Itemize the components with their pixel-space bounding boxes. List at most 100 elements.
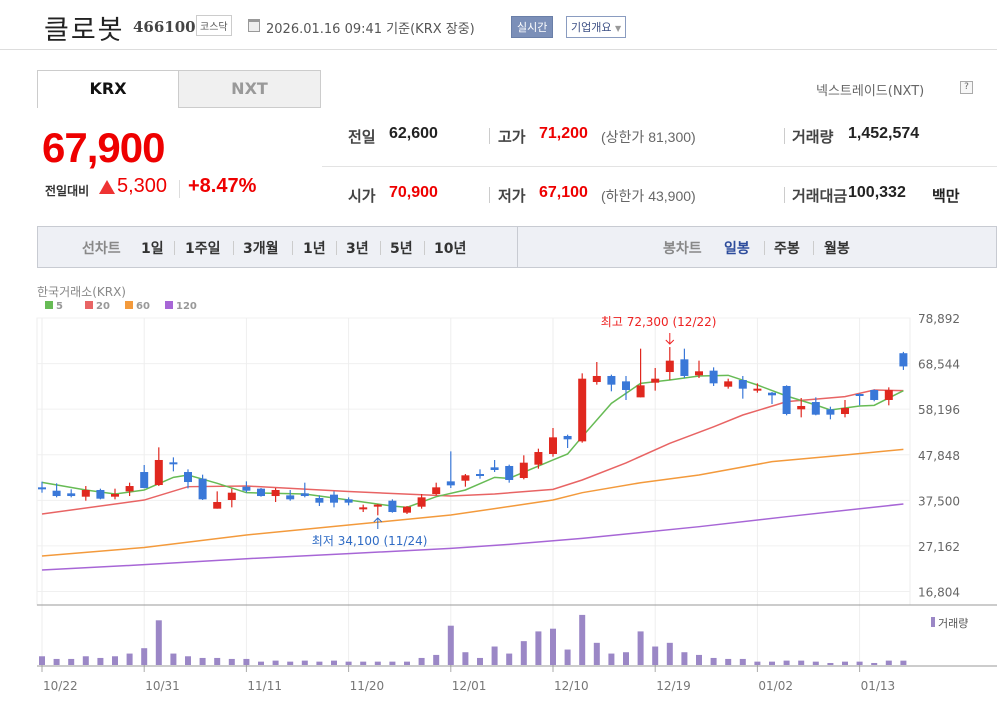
x-tick-label: 10/22 [43, 679, 78, 693]
legend-swatch-ma5 [45, 301, 53, 309]
amount-value: 100,332 [848, 184, 906, 201]
volume-legend-label: 거래량 [938, 617, 968, 630]
volume-bar [389, 661, 396, 665]
volume-bar [725, 658, 732, 665]
market-badge: 코스닥 [196, 15, 232, 36]
volume-bar [199, 657, 206, 665]
upper-limit: (상한가 81,300) [601, 129, 696, 145]
candle-body [388, 500, 397, 513]
divider [322, 166, 997, 167]
company-overview-dropdown[interactable]: 기업개요 ▼ [566, 16, 627, 38]
candle-body [841, 408, 849, 414]
candle-body [154, 459, 163, 486]
volume-bar [477, 657, 483, 665]
down-arrow-icon [665, 333, 675, 345]
candle-body [140, 472, 149, 489]
candle-body [213, 502, 222, 509]
amount-unit: 백만 [932, 187, 960, 205]
candle-body [607, 375, 616, 385]
high-value: 71,200 [539, 125, 588, 142]
legend-label-ma60: 60 [136, 301, 150, 312]
period-3y[interactable]: 3년 [346, 241, 369, 257]
volume-bar [696, 654, 702, 665]
period-monthly[interactable]: 월봉 [824, 241, 850, 257]
candle-body [330, 494, 338, 503]
candle-body [359, 507, 368, 510]
volume-bar [228, 658, 235, 665]
volume-bar [608, 653, 615, 665]
candle-body [695, 371, 703, 376]
x-tick-label: 10/31 [145, 679, 180, 693]
y-tick-label: 37,500 [918, 494, 960, 508]
candle-body [782, 385, 791, 414]
volume-bar [900, 660, 907, 665]
legend-swatch-ma120 [165, 301, 173, 309]
candle-body [373, 504, 382, 507]
candle-body [870, 389, 879, 400]
volume-bar [447, 625, 454, 665]
period-daily[interactable]: 일봉 [724, 241, 750, 257]
period-1w[interactable]: 1주일 [185, 241, 221, 257]
realtime-button[interactable]: 실시간 [511, 16, 554, 38]
candle-body [446, 481, 455, 486]
help-icon[interactable]: ? [960, 81, 973, 94]
volume-bar [53, 658, 60, 665]
candle-body [622, 381, 630, 390]
candle-body [899, 353, 908, 367]
price-change: 5,300 [117, 175, 168, 197]
candle-body [549, 437, 557, 454]
candle-body [198, 478, 207, 500]
candle-body [257, 488, 265, 497]
candle-body [286, 495, 295, 500]
period-10y[interactable]: 10년 [434, 241, 467, 257]
volume-bar [112, 656, 118, 665]
candle-body [651, 378, 660, 383]
datetime-basis: 기준(KRX 장중) [386, 22, 475, 37]
period-5y[interactable]: 5년 [390, 241, 413, 257]
x-tick-label: 01/13 [861, 679, 896, 693]
volume-bar [623, 652, 629, 665]
volume-bar [331, 660, 337, 665]
divider [784, 187, 785, 203]
tab-nxt[interactable]: NXT [178, 70, 321, 108]
volume-bar [710, 657, 717, 665]
price-change-percent: +8.47% [188, 175, 257, 197]
x-tick-label: 12/01 [452, 679, 487, 693]
open-label: 시가 [348, 187, 376, 205]
divider [292, 241, 293, 255]
stock-code: 466100 [133, 18, 196, 36]
period-3m[interactable]: 3개월 [243, 241, 279, 257]
candle-body [96, 489, 105, 499]
legend-label-ma5: 5 [56, 301, 63, 312]
y-tick-label: 78,892 [918, 312, 960, 326]
prev-close-label: 전일 [348, 128, 376, 146]
volume-bar [856, 661, 863, 665]
volume-bar [652, 646, 659, 665]
candle-body [768, 392, 776, 396]
volume-bar [39, 656, 45, 665]
candle-body [242, 486, 251, 491]
y-tick-label: 16,804 [918, 586, 960, 600]
candle-body [227, 492, 236, 500]
volume-bar [798, 660, 805, 665]
stock-name: 클로봇 [44, 15, 125, 46]
nextrade-link[interactable]: 넥스트레이드(NXT) [816, 84, 925, 99]
legend-label-ma20: 20 [96, 301, 110, 312]
candle-body [67, 493, 76, 497]
divider [380, 241, 381, 255]
candle-body [636, 385, 645, 398]
divider [813, 241, 814, 255]
price-chart[interactable]: 한국거래소(KRX) 5 20 60 120 78,892 68,544 58,196 47,8… [0, 280, 997, 713]
candle-body [884, 389, 893, 400]
period-weekly[interactable]: 주봉 [774, 241, 800, 257]
tab-krx[interactable]: KRX [37, 70, 179, 108]
low-value: 67,100 [539, 184, 588, 201]
period-1y[interactable]: 1년 [303, 241, 326, 257]
volume-bar [666, 642, 673, 665]
candle-body [578, 378, 587, 442]
volume-bar [345, 661, 352, 665]
volume-bar [783, 660, 790, 665]
volume-bar [301, 660, 308, 665]
line-chart-label: 선차트 [82, 241, 121, 257]
period-1d[interactable]: 1일 [141, 241, 164, 257]
